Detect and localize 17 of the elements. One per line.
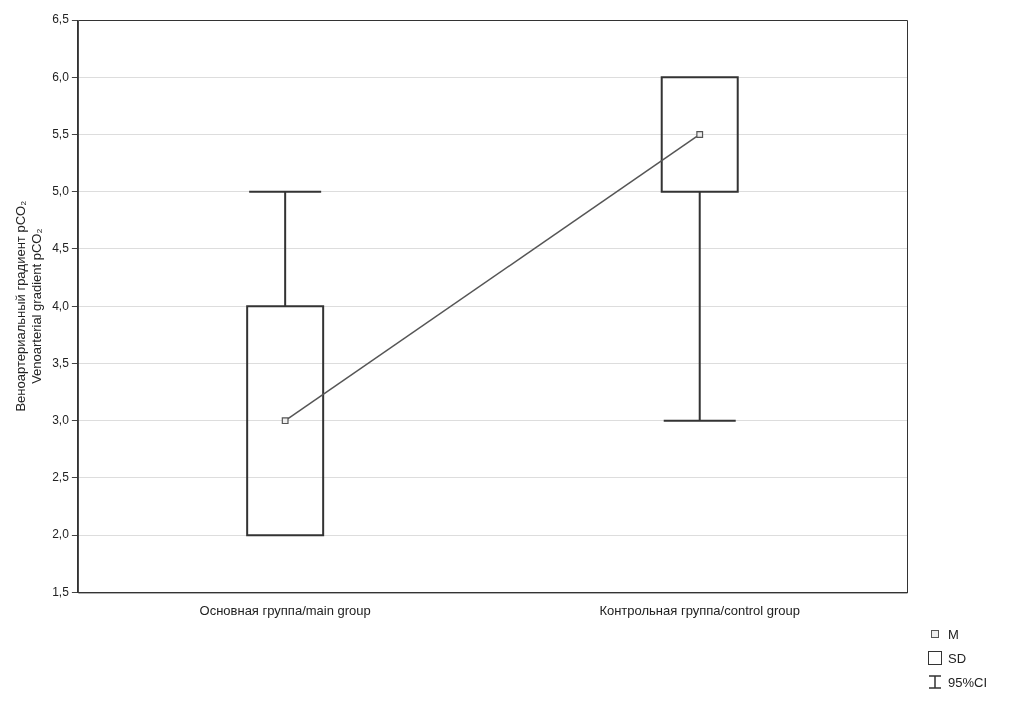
y-tick-label: 5,0 <box>52 184 70 199</box>
legend-label: M <box>948 626 959 642</box>
y-tick-label: 3,0 <box>52 412 70 427</box>
y-tick-label: 6,0 <box>52 69 70 84</box>
y-tick-label: 4,5 <box>52 241 70 256</box>
legend-label: SD <box>948 650 967 666</box>
x-tick-label: Основная группа/main group <box>199 602 371 618</box>
y-tick-label: 5,5 <box>52 126 70 141</box>
y-tick-label: 1,5 <box>52 584 70 599</box>
y-tick-label: 6,5 <box>52 12 70 27</box>
y-axis-title: Веноартериальный градиент pCO₂ Venoarterial gradient pCO₂ <box>13 200 44 412</box>
y-tick-label: 4,0 <box>52 298 70 313</box>
text: 95%CI <box>948 674 988 690</box>
y-tick-label: 3,5 <box>52 355 70 370</box>
y-tick-label: 2,0 <box>52 527 70 542</box>
y-tick-label: 2,5 <box>52 470 70 485</box>
x-tick-label: Контрольная группа/control group <box>599 602 801 618</box>
